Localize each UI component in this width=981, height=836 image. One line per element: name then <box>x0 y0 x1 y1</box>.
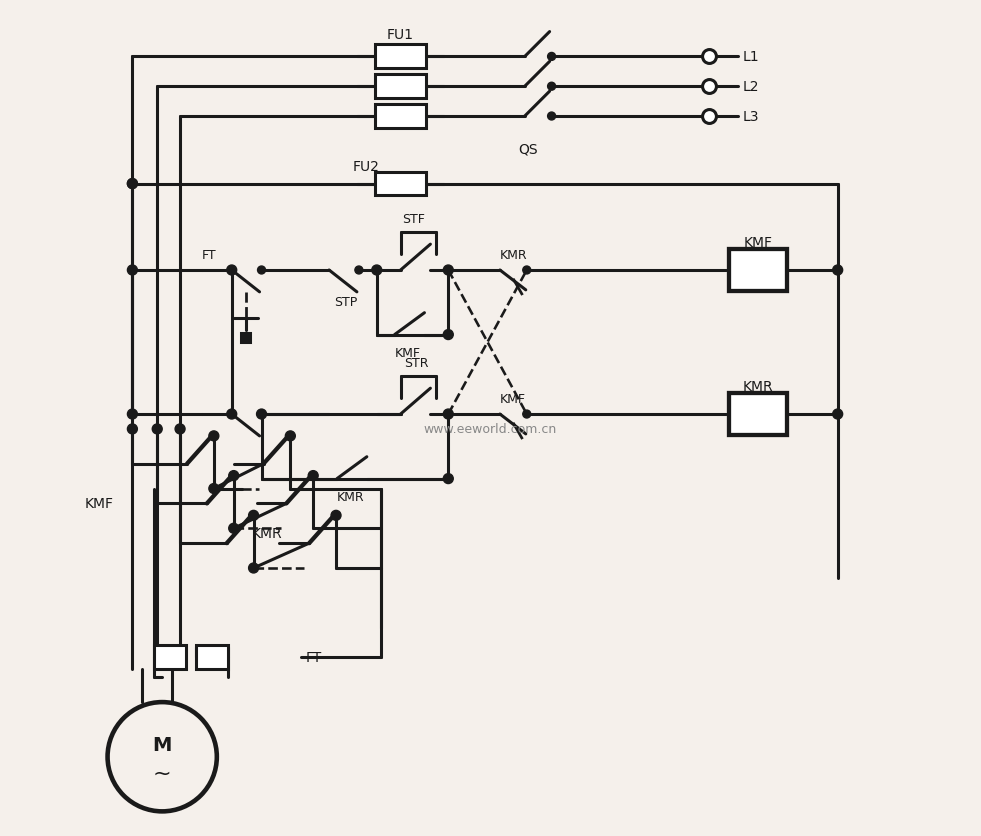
Circle shape <box>443 410 453 420</box>
Text: STR: STR <box>404 356 429 370</box>
Text: FU2: FU2 <box>353 160 380 174</box>
Text: M: M <box>152 736 172 754</box>
Text: FU1: FU1 <box>387 28 414 42</box>
Circle shape <box>523 410 531 419</box>
Circle shape <box>248 563 259 573</box>
Circle shape <box>372 266 382 276</box>
Bar <box>375 172 427 196</box>
Text: STF: STF <box>402 212 426 226</box>
Circle shape <box>128 410 137 420</box>
Bar <box>375 105 427 129</box>
Circle shape <box>833 266 843 276</box>
Text: ~: ~ <box>153 762 172 782</box>
Circle shape <box>229 523 238 533</box>
Circle shape <box>331 511 341 521</box>
Text: L1: L1 <box>743 50 759 64</box>
Circle shape <box>443 266 453 276</box>
Circle shape <box>128 266 137 276</box>
Text: KMR: KMR <box>500 248 528 262</box>
Text: L2: L2 <box>743 80 759 94</box>
Circle shape <box>128 180 137 189</box>
Text: KMF: KMF <box>394 346 421 359</box>
Text: KMF: KMF <box>84 497 114 511</box>
Text: L3: L3 <box>743 110 759 124</box>
Text: FT: FT <box>305 650 322 665</box>
Circle shape <box>257 410 267 420</box>
Bar <box>375 75 427 99</box>
Circle shape <box>547 83 555 91</box>
Text: KMR: KMR <box>743 380 774 394</box>
Circle shape <box>209 484 219 494</box>
Circle shape <box>547 113 555 121</box>
Text: FT: FT <box>202 248 217 262</box>
Bar <box>730 250 787 292</box>
Circle shape <box>308 471 318 481</box>
Bar <box>730 394 787 436</box>
Text: QS: QS <box>518 143 538 156</box>
Circle shape <box>443 330 453 340</box>
Circle shape <box>152 425 162 435</box>
Circle shape <box>258 267 266 275</box>
Circle shape <box>128 425 137 435</box>
Bar <box>375 45 427 69</box>
Circle shape <box>443 474 453 484</box>
Text: KMF: KMF <box>500 392 526 405</box>
Circle shape <box>128 180 137 189</box>
Circle shape <box>227 410 236 420</box>
Circle shape <box>547 54 555 61</box>
Bar <box>154 645 186 670</box>
Circle shape <box>258 410 266 419</box>
Circle shape <box>833 410 843 420</box>
Text: KMF: KMF <box>744 236 773 250</box>
Circle shape <box>355 267 363 275</box>
Circle shape <box>285 431 295 441</box>
Bar <box>241 334 250 343</box>
Text: KMR: KMR <box>337 491 365 503</box>
Text: www.eeworld.com.cn: www.eeworld.com.cn <box>424 423 556 436</box>
Circle shape <box>175 425 185 435</box>
Circle shape <box>209 431 219 441</box>
Circle shape <box>523 267 531 275</box>
Circle shape <box>229 471 238 481</box>
Bar <box>196 645 228 670</box>
Circle shape <box>248 511 259 521</box>
Text: STP: STP <box>335 296 357 309</box>
Text: KMR: KMR <box>251 527 283 541</box>
Circle shape <box>227 266 236 276</box>
